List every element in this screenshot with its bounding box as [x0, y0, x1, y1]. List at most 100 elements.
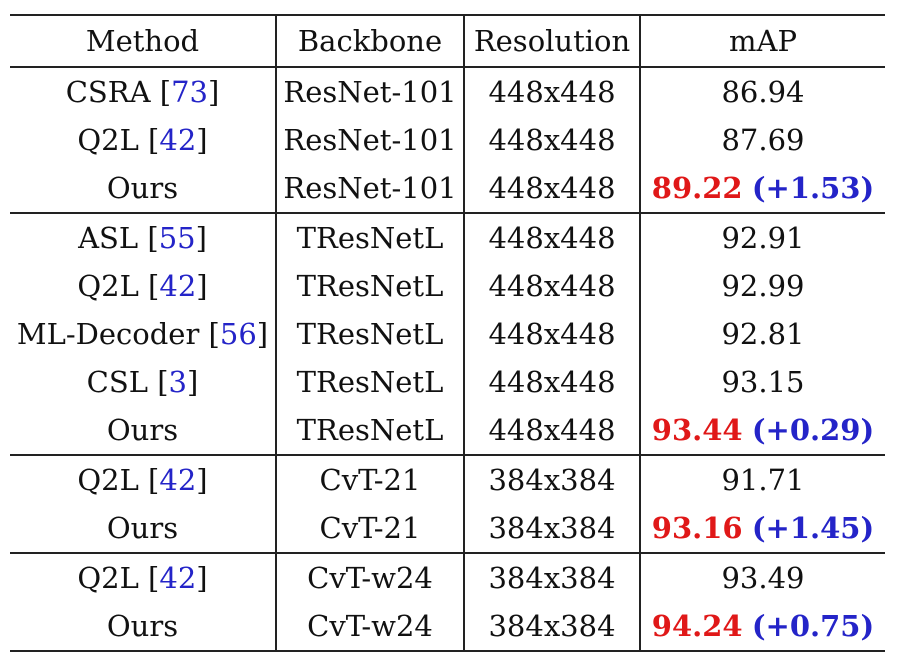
map-cell: 93.44 (+0.29)	[639, 406, 885, 456]
backbone-cell: TResNetL	[275, 262, 464, 310]
backbone-cell: ResNet-101	[275, 116, 464, 164]
map-cell: 93.16 (+1.45)	[639, 504, 885, 554]
map-cell: 94.24 (+0.75)	[639, 602, 885, 652]
method-cell: Ours	[10, 602, 276, 652]
backbone-cell: CvT-21	[275, 455, 464, 504]
citation-link[interactable]: 42	[159, 122, 197, 157]
method-name: Ours	[106, 412, 179, 447]
map-value: 94.24	[651, 608, 743, 643]
table-row: ASL [55] TResNetL 448x448 92.91	[10, 213, 885, 262]
header-map: mAP	[639, 14, 885, 68]
resolution-cell: 448x448	[463, 213, 640, 262]
method-name: Q2L	[77, 462, 139, 497]
map-cell: 89.22 (+1.53)	[639, 164, 885, 214]
header-method: Method	[10, 14, 276, 68]
map-value: 93.44	[651, 412, 743, 447]
method-name: Q2L	[77, 268, 139, 303]
backbone-cell: CvT-w24	[275, 602, 464, 652]
method-cell: CSRA [73]	[65, 74, 220, 109]
resolution-cell: 448x448	[463, 262, 640, 310]
backbone-cell: TResNetL	[275, 310, 464, 358]
method-cell: Q2L [42]	[77, 462, 208, 497]
resolution-cell: 448x448	[463, 116, 640, 164]
citation-link[interactable]: 3	[168, 364, 187, 399]
citation-link[interactable]: 42	[159, 462, 197, 497]
header-backbone: Backbone	[275, 14, 464, 68]
map-cell: 92.99	[639, 262, 885, 310]
citation-link[interactable]: 55	[158, 220, 196, 255]
resolution-cell: 384x384	[463, 602, 640, 652]
resolution-cell: 448x448	[463, 67, 640, 116]
backbone-cell: ResNet-101	[275, 164, 464, 214]
table-row: Q2L [42] ResNet-101 448x448 87.69	[10, 116, 885, 164]
method-cell: Q2L [42]	[77, 122, 208, 157]
map-cell: 87.69	[639, 116, 885, 164]
table-row: Q2L [42] TResNetL 448x448 92.99	[10, 262, 885, 310]
method-name: ML-Decoder	[16, 316, 200, 351]
header-resolution: Resolution	[463, 14, 640, 68]
citation-link[interactable]: 42	[159, 560, 197, 595]
citation-link[interactable]: 56	[219, 316, 257, 351]
table-row: CSRA [73] ResNet-101 448x448 86.94	[10, 67, 885, 116]
table-row: Ours ResNet-101 448x448 89.22 (+1.53)	[10, 164, 885, 214]
map-cell: 86.94	[639, 67, 885, 116]
backbone-cell: CvT-21	[275, 504, 464, 554]
table-row: CSL [3] TResNetL 448x448 93.15	[10, 358, 885, 406]
table-row: Ours CvT-21 384x384 93.16 (+1.45)	[10, 504, 885, 554]
method-name: Q2L	[77, 560, 139, 595]
method-name: CSRA	[65, 74, 151, 109]
method-cell: ASL [55]	[78, 220, 207, 255]
method-cell: Q2L [42]	[77, 560, 208, 595]
map-value: 92.81	[721, 316, 805, 351]
method-name: Q2L	[77, 122, 139, 157]
map-value: 92.99	[721, 268, 805, 303]
citation-link[interactable]: 73	[171, 74, 208, 109]
map-cell: 93.49	[639, 553, 885, 602]
method-name: ASL	[78, 220, 139, 255]
resolution-cell: 448x448	[463, 406, 640, 456]
results-table-container: Method Backbone Resolution mAP CSRA [73]…	[10, 14, 885, 652]
table-row: Ours TResNetL 448x448 93.44 (+0.29)	[10, 406, 885, 456]
map-value: 92.91	[721, 220, 805, 255]
map-gain: (+0.75)	[751, 608, 875, 643]
backbone-cell: ResNet-101	[275, 67, 464, 116]
map-cell: 93.15	[639, 358, 885, 406]
map-value: 93.16	[651, 510, 743, 545]
map-cell: 92.91	[639, 213, 885, 262]
map-cell: 92.81	[639, 310, 885, 358]
map-value: 93.49	[721, 560, 805, 595]
table-body: CSRA [73] ResNet-101 448x448 86.94 Q2L [42] R…	[10, 67, 885, 652]
method-cell: CSL [3]	[86, 364, 199, 399]
map-value: 89.22	[651, 170, 743, 205]
backbone-cell: TResNetL	[275, 213, 464, 262]
table-row: Q2L [42] CvT-w24 384x384 93.49	[10, 553, 885, 602]
resolution-cell: 384x384	[463, 553, 640, 602]
results-table: Method Backbone Resolution mAP CSRA [73]…	[10, 14, 885, 652]
table-row: Ours CvT-w24 384x384 94.24 (+0.75)	[10, 602, 885, 652]
method-name: CSL	[86, 364, 148, 399]
method-cell: Q2L [42]	[77, 268, 208, 303]
method-name: Ours	[106, 608, 179, 643]
map-gain: (+1.53)	[751, 170, 875, 205]
method-name: Ours	[106, 170, 179, 205]
resolution-cell: 384x384	[463, 455, 640, 504]
citation-link[interactable]: 42	[159, 268, 197, 303]
table-row: Q2L [42] CvT-21 384x384 91.71	[10, 455, 885, 504]
table-header: Method Backbone Resolution mAP	[10, 14, 885, 68]
method-cell: ML-Decoder [56]	[16, 316, 269, 351]
method-cell: Ours	[10, 406, 276, 456]
method-cell: Ours	[10, 504, 276, 554]
header-row: Method Backbone Resolution mAP	[10, 14, 885, 68]
backbone-cell: TResNetL	[275, 406, 464, 456]
map-gain: (+0.29)	[751, 412, 875, 447]
resolution-cell: 384x384	[463, 504, 640, 554]
map-value: 87.69	[721, 122, 805, 157]
map-gain: (+1.45)	[751, 510, 875, 545]
backbone-cell: TResNetL	[275, 358, 464, 406]
method-cell: Ours	[10, 164, 276, 214]
backbone-cell: CvT-w24	[275, 553, 464, 602]
resolution-cell: 448x448	[463, 358, 640, 406]
table-row: ML-Decoder [56] TResNetL 448x448 92.81	[10, 310, 885, 358]
map-value: 86.94	[721, 74, 805, 109]
map-value: 91.71	[721, 462, 805, 497]
